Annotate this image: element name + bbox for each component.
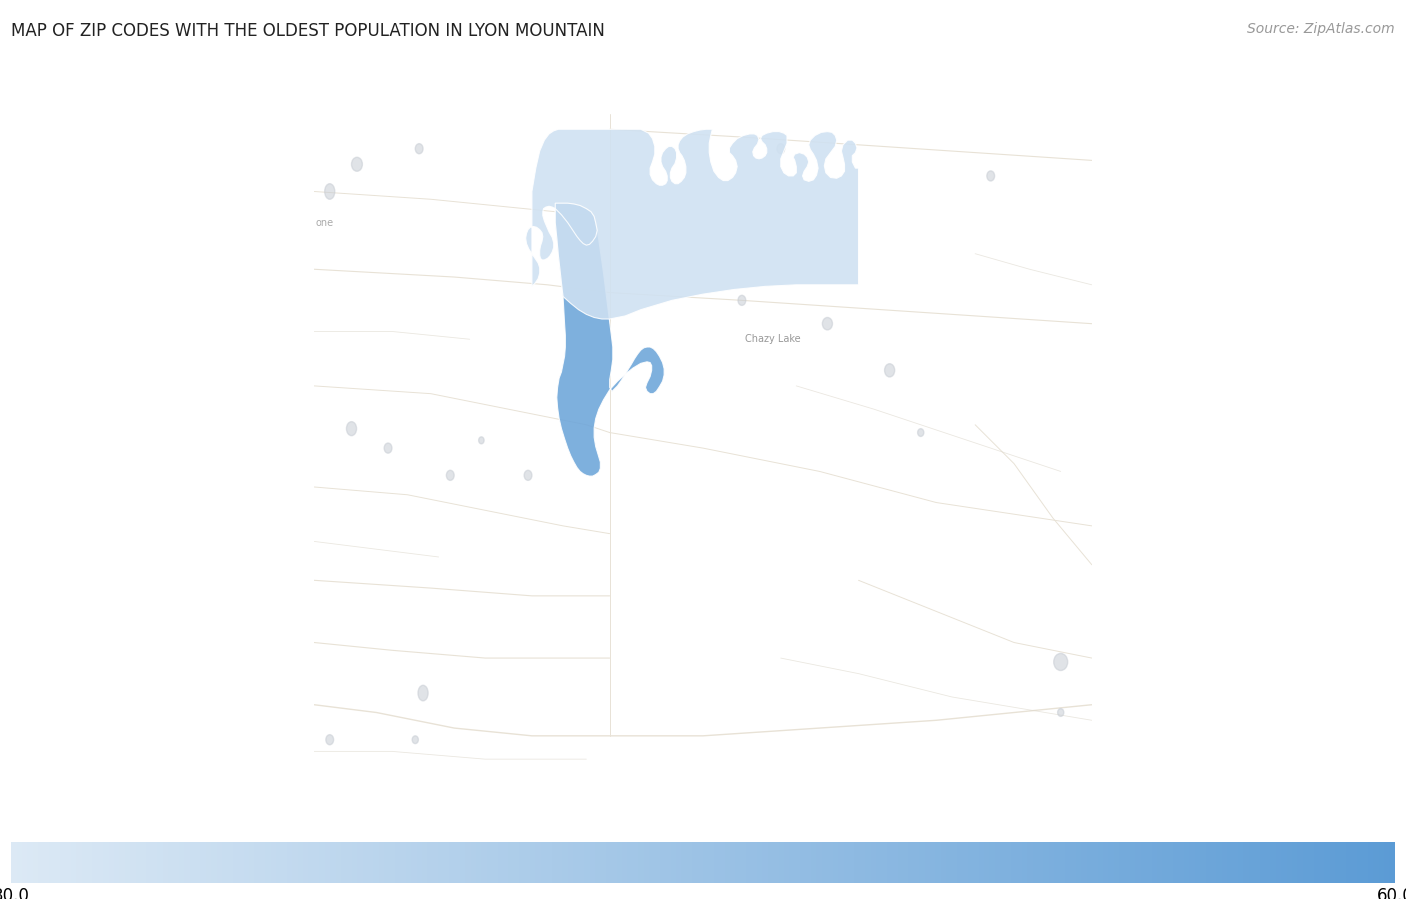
Text: Source: ZipAtlas.com: Source: ZipAtlas.com (1247, 22, 1395, 37)
Ellipse shape (918, 429, 924, 436)
Ellipse shape (412, 735, 419, 743)
Ellipse shape (415, 144, 423, 154)
Text: one: one (316, 218, 333, 227)
Ellipse shape (524, 470, 531, 480)
Ellipse shape (352, 157, 363, 172)
Ellipse shape (987, 171, 994, 181)
Ellipse shape (884, 364, 894, 377)
Ellipse shape (1057, 708, 1064, 717)
Polygon shape (555, 203, 664, 476)
Ellipse shape (418, 685, 427, 701)
Polygon shape (526, 129, 859, 319)
Ellipse shape (478, 437, 484, 444)
Ellipse shape (325, 183, 335, 200)
Ellipse shape (823, 317, 832, 330)
Ellipse shape (1053, 654, 1067, 671)
Ellipse shape (326, 734, 333, 744)
Ellipse shape (446, 470, 454, 480)
Ellipse shape (778, 144, 785, 154)
Text: Chazy Lake: Chazy Lake (745, 334, 801, 344)
Ellipse shape (346, 422, 357, 436)
Text: MAP OF ZIP CODES WITH THE OLDEST POPULATION IN LYON MOUNTAIN: MAP OF ZIP CODES WITH THE OLDEST POPULAT… (11, 22, 605, 40)
Ellipse shape (738, 295, 745, 306)
Ellipse shape (384, 443, 392, 453)
